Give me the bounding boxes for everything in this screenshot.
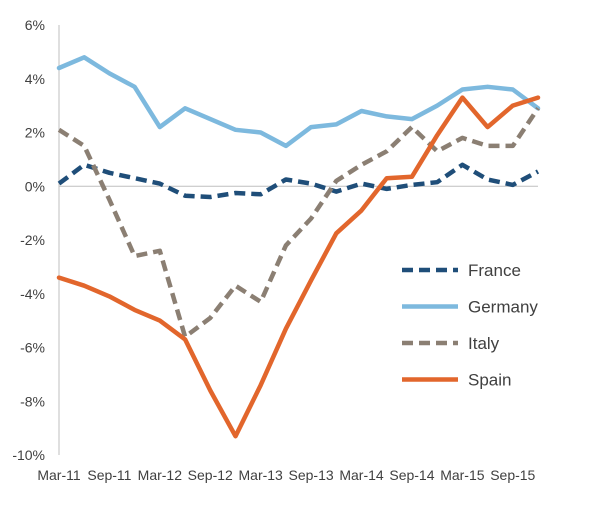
y-tick-label: -2% <box>20 232 45 248</box>
legend-label-spain: Spain <box>468 371 511 390</box>
legend-label-italy: Italy <box>468 334 500 353</box>
y-tick-label: -10% <box>12 447 45 463</box>
y-tick-label: -8% <box>20 393 45 409</box>
y-tick-label: -6% <box>20 340 45 356</box>
series-line-spain <box>56 95 541 439</box>
x-tick-label: Sep-11 <box>87 467 131 483</box>
y-tick-label: 2% <box>25 125 45 141</box>
y-axis-ticks: 6% 4% 2% 0% -2% -4% -6% -8% -10% <box>12 17 45 463</box>
x-tick-label: Sep-13 <box>289 467 334 483</box>
x-tick-label: Mar-13 <box>239 467 284 483</box>
y-tick-label: 0% <box>25 178 45 194</box>
x-tick-label: Mar-11 <box>37 467 81 483</box>
series-line-italy <box>57 107 540 340</box>
y-tick-label: 6% <box>25 17 45 33</box>
series-lines <box>56 55 541 439</box>
series-line-france <box>57 162 540 200</box>
series-line-germany <box>56 55 541 149</box>
x-tick-label: Sep-12 <box>188 467 233 483</box>
legend: France Germany Italy Spain <box>402 261 538 390</box>
x-tick-label: Sep-15 <box>490 467 535 483</box>
x-tick-label: Mar-15 <box>440 467 485 483</box>
x-tick-label: Mar-14 <box>339 467 384 483</box>
x-tick-label: Sep-14 <box>389 467 434 483</box>
x-axis-ticks: Mar-11 Sep-11 Mar-12 Sep-12 Mar-13 Sep-13 Mar-… <box>37 467 535 483</box>
y-tick-label: -4% <box>20 286 45 302</box>
legend-label-germany: Germany <box>468 298 538 317</box>
y-tick-label: 4% <box>25 71 45 87</box>
x-tick-label: Mar-12 <box>138 467 183 483</box>
axes <box>58 25 538 455</box>
legend-label-france: France <box>468 261 521 280</box>
